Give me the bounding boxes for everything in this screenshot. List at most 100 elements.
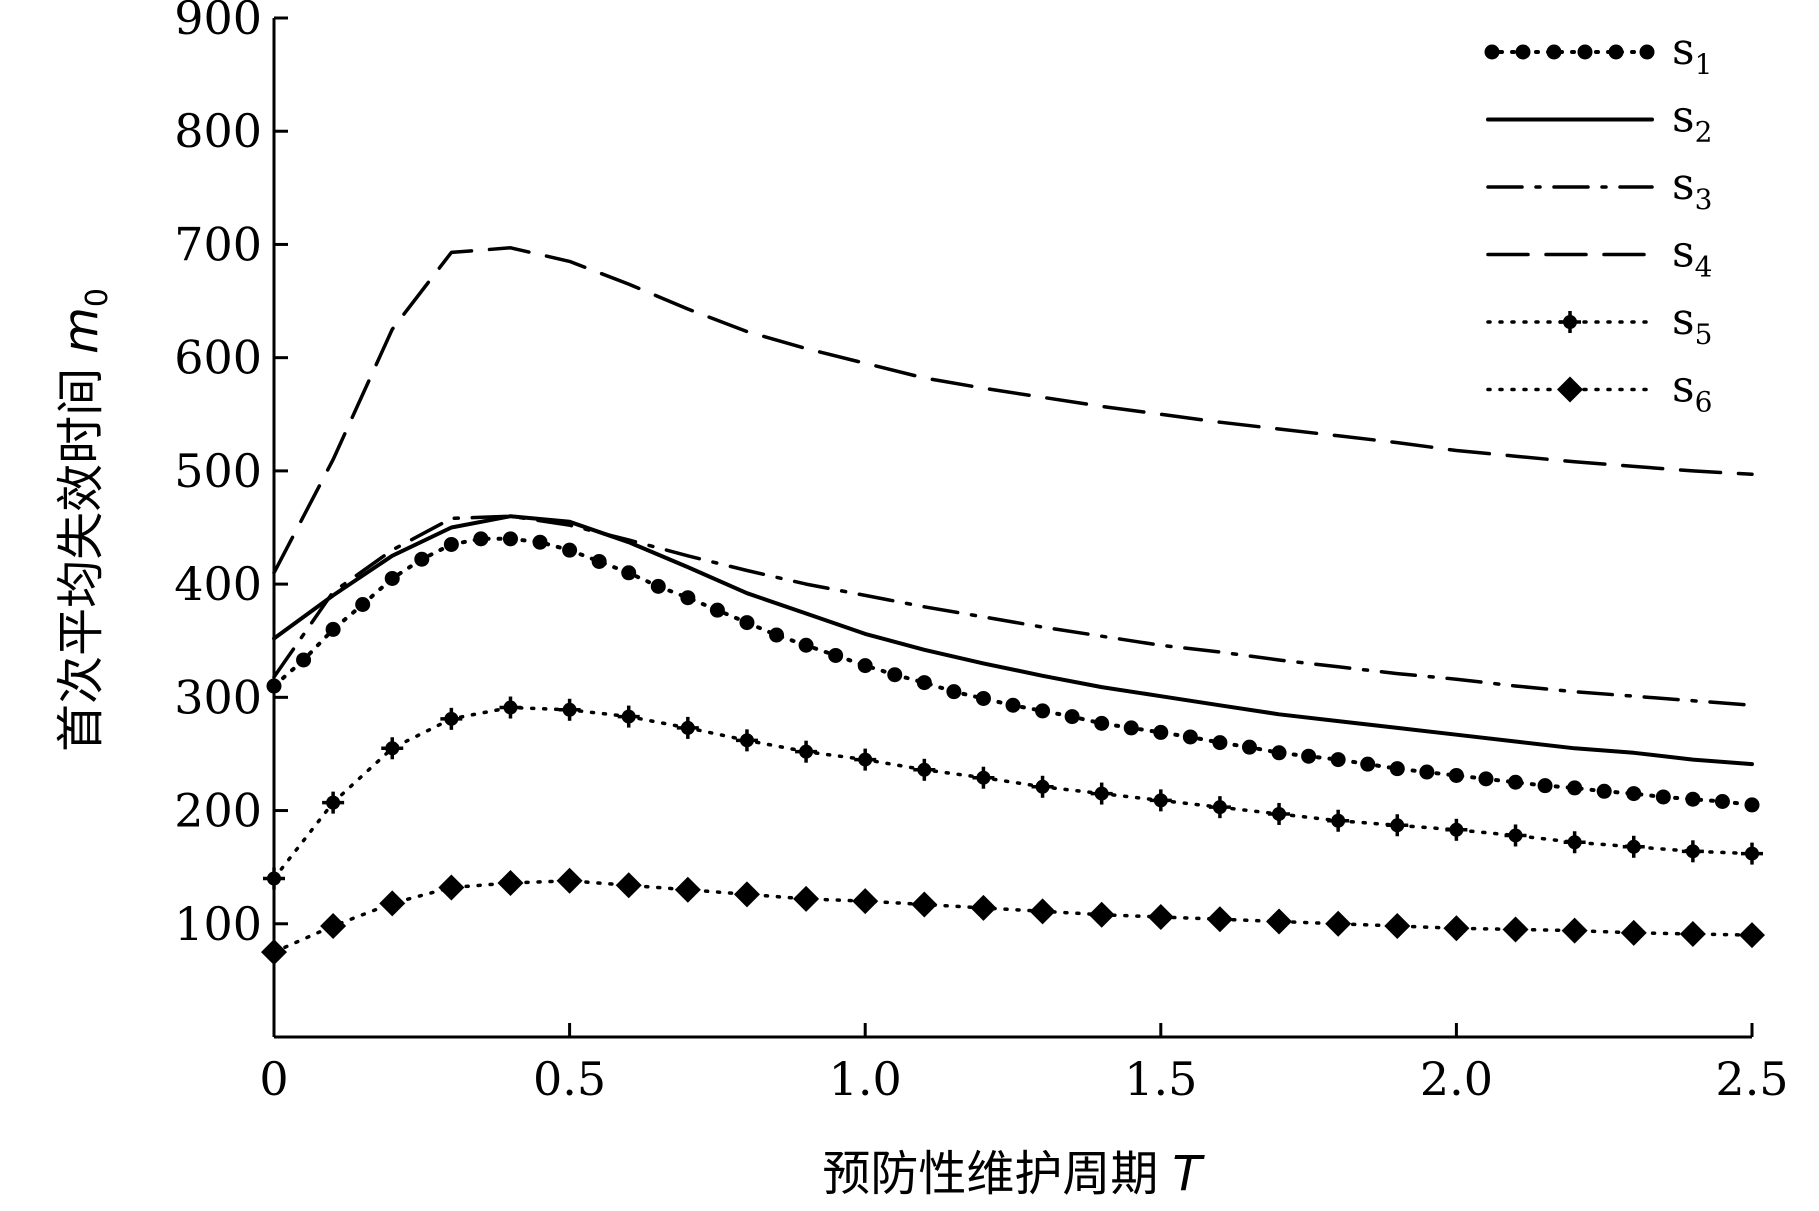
x-tick-label: 2.0 <box>1420 1052 1493 1106</box>
data-point <box>1031 775 1054 798</box>
data-point <box>798 637 814 653</box>
series-s6 <box>261 867 1765 966</box>
y-axis-title-var: m <box>53 307 109 354</box>
y-tick-label: 900 <box>174 0 262 45</box>
data-point <box>1504 824 1527 847</box>
data-point <box>473 531 489 547</box>
data-point <box>1208 796 1231 819</box>
legend-label: s4 <box>1672 227 1712 284</box>
legend-label: s6 <box>1672 362 1712 419</box>
data-point <box>1147 903 1174 930</box>
data-point <box>913 758 936 781</box>
data-point <box>946 684 962 700</box>
series-line-s6 <box>272 879 1754 954</box>
data-point <box>676 716 699 739</box>
data-point <box>1655 789 1671 805</box>
legend-label-sub: 2 <box>1695 116 1713 149</box>
x-tick-label: 2.5 <box>1715 1052 1788 1106</box>
data-point <box>1537 778 1553 794</box>
legend-marker <box>1608 44 1624 60</box>
x-axis-title: 预防性维护周期 T <box>822 1146 1205 1202</box>
y-tick-label: 800 <box>174 104 262 158</box>
data-point <box>1744 797 1760 813</box>
data-point <box>1563 831 1586 854</box>
data-point <box>1448 767 1464 783</box>
data-point <box>1741 842 1763 865</box>
y-tick-label: 600 <box>174 331 262 385</box>
x-tick-label: 1.5 <box>1124 1052 1197 1106</box>
data-point <box>591 553 607 569</box>
data-point <box>1389 761 1405 777</box>
data-point <box>440 707 463 730</box>
data-point <box>497 870 524 897</box>
legend-marker <box>1546 44 1562 60</box>
data-point <box>502 531 518 547</box>
data-point <box>1182 729 1198 745</box>
data-point <box>1153 724 1169 740</box>
data-point <box>1596 783 1612 799</box>
legend-label-sub: 5 <box>1695 318 1713 351</box>
legend-item-s5: s5 <box>1486 294 1713 351</box>
data-point <box>975 690 991 706</box>
data-point <box>1685 791 1701 807</box>
data-point <box>1330 752 1346 768</box>
data-point <box>355 596 371 612</box>
data-point <box>1271 745 1287 761</box>
data-point <box>1149 789 1172 812</box>
series-s1 <box>266 531 1760 813</box>
legend-marker <box>1577 44 1593 60</box>
data-point <box>1206 906 1233 933</box>
legend-label-sub: 4 <box>1695 251 1713 284</box>
y-axis-title: 首次平均失效时间 m0 <box>53 288 115 752</box>
data-point <box>1035 703 1051 719</box>
data-point <box>1622 835 1645 858</box>
data-point <box>828 647 844 663</box>
data-point <box>615 872 642 899</box>
data-point <box>1094 715 1110 731</box>
data-point <box>443 536 459 552</box>
data-point <box>266 678 282 694</box>
data-point <box>1386 814 1409 837</box>
legend-marker <box>1515 44 1531 60</box>
data-point <box>325 621 341 637</box>
legend-marker <box>1484 44 1500 60</box>
data-point <box>499 696 522 719</box>
data-point <box>650 578 666 594</box>
legend-marker <box>1559 311 1581 333</box>
y-tick-label: 700 <box>174 217 262 271</box>
data-point <box>532 534 548 550</box>
axes <box>272 18 1752 1039</box>
data-point <box>709 602 725 618</box>
data-point <box>1508 774 1524 790</box>
data-point <box>769 627 785 643</box>
data-point <box>1301 748 1317 764</box>
x-axis-title-text: 预防性维护周期 <box>822 1146 1158 1202</box>
data-point <box>1445 818 1468 841</box>
data-point <box>621 565 637 581</box>
data-point <box>1325 910 1352 937</box>
data-point <box>1679 920 1706 947</box>
data-point <box>1088 901 1115 928</box>
series-line-s3 <box>272 514 1754 708</box>
data-point <box>1123 720 1139 736</box>
legend-label-name: s <box>1672 362 1695 413</box>
legend-marker <box>1639 44 1655 60</box>
series-s4 <box>272 246 1754 575</box>
legend-label-sub: 3 <box>1695 183 1713 216</box>
y-tick-label: 500 <box>174 444 262 498</box>
data-point <box>379 890 406 917</box>
legend-label: s3 <box>1672 159 1712 216</box>
data-point <box>556 867 583 894</box>
legend-label-name: s <box>1672 159 1695 210</box>
data-point <box>852 888 879 915</box>
data-point <box>1005 697 1021 713</box>
data-point <box>739 615 755 631</box>
legend-label: s1 <box>1672 24 1712 81</box>
data-point <box>1384 913 1411 940</box>
legend-item-s1: s1 <box>1484 24 1712 81</box>
data-point <box>1561 917 1588 944</box>
legend-label-sub: 1 <box>1695 48 1713 81</box>
y-tick-label: 100 <box>174 897 262 951</box>
series-s5 <box>263 696 1763 890</box>
y-axis-title-sub: 0 <box>80 288 115 307</box>
